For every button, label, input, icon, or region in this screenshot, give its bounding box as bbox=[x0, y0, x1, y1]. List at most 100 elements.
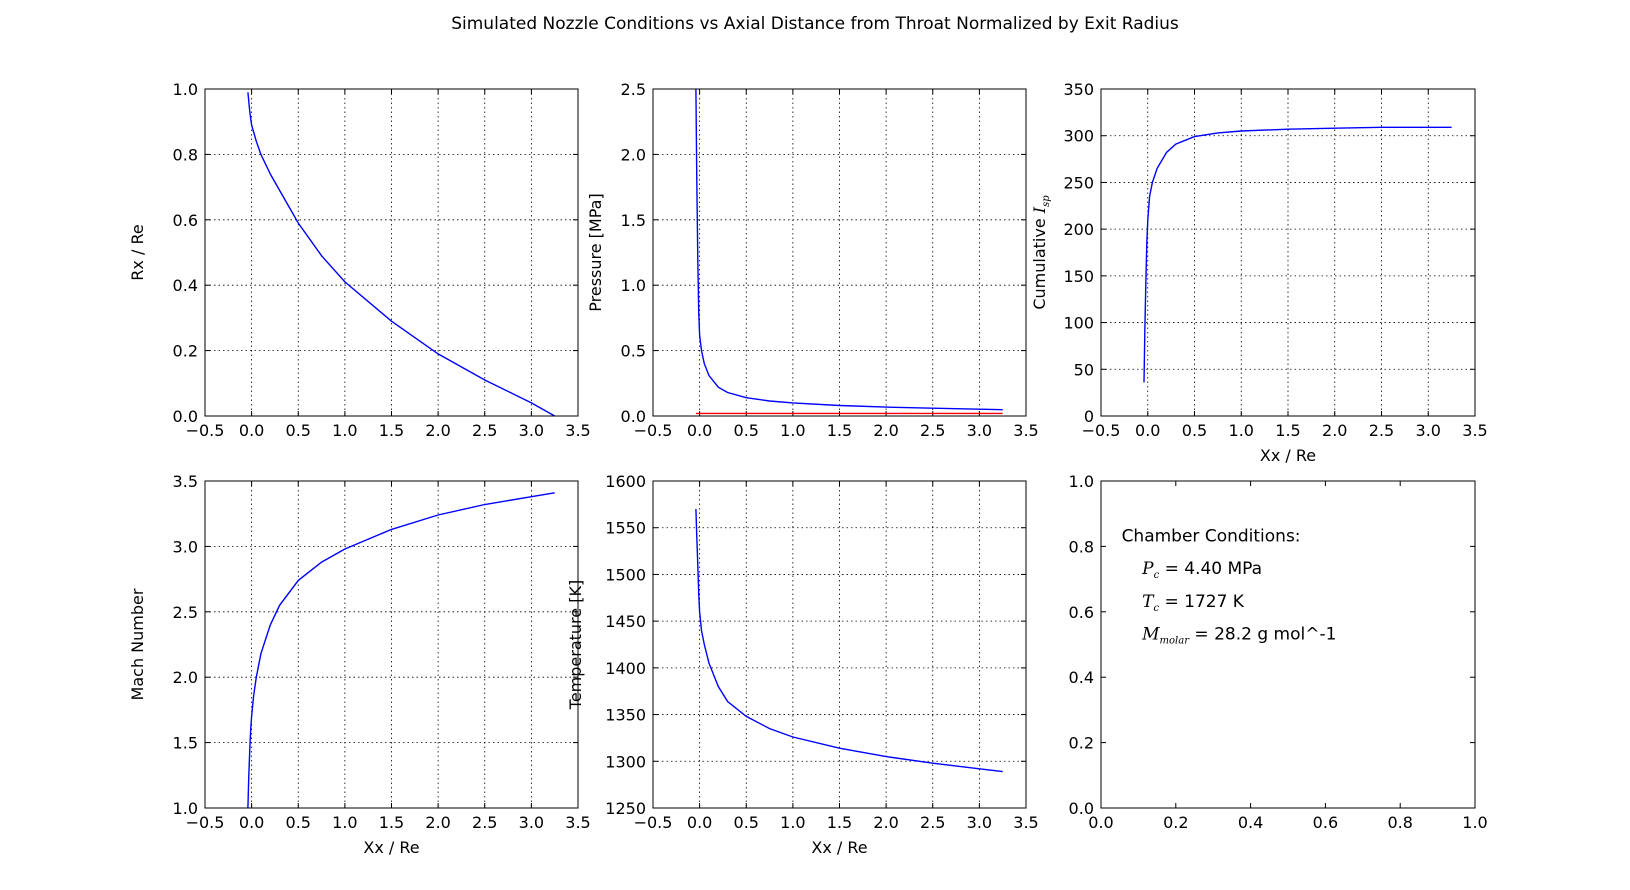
x-tick-label: 1.0 bbox=[1229, 421, 1254, 440]
y-tick-label: 3.0 bbox=[173, 537, 198, 556]
x-tick-label: 0.5 bbox=[1182, 421, 1207, 440]
y-tick-label: 1.5 bbox=[621, 211, 646, 230]
x-tick-label: 1.5 bbox=[1275, 421, 1300, 440]
y-tick-label: 0.4 bbox=[173, 276, 198, 295]
x-tick-label: −0.5 bbox=[186, 421, 225, 440]
series-line-1 bbox=[247, 92, 556, 417]
subplot-4: −0.5 0.0 0.5 1.0 1.5 2.0 2.5 3.0 3.5 1.0 1.5 2.0 2.5… bbox=[128, 472, 591, 857]
x-tick-label: 2.0 bbox=[425, 421, 450, 440]
y-tick-label: 2.5 bbox=[621, 80, 646, 99]
y-tick-label: 0.0 bbox=[173, 407, 198, 426]
y-tick-label: 100 bbox=[1063, 314, 1094, 333]
x-tick-label: 2.5 bbox=[472, 421, 497, 440]
x-tick-label: 1.0 bbox=[1462, 813, 1487, 832]
x-tick-label: 3.0 bbox=[967, 421, 992, 440]
y-tick-label: 1250 bbox=[605, 799, 646, 818]
x-tick-label: 3.5 bbox=[565, 813, 590, 832]
x-tick-label: 3.0 bbox=[967, 813, 992, 832]
x-tick-label: 2.0 bbox=[873, 421, 898, 440]
annotation-heading: Chamber Conditions: bbox=[1122, 526, 1301, 546]
m-symbol: M bbox=[1141, 625, 1160, 645]
x-tick-label: 0.5 bbox=[286, 813, 311, 832]
x-tick-label: 2.0 bbox=[873, 813, 898, 832]
x-tick-label: 1.5 bbox=[379, 813, 404, 832]
y-tick-label: 1.0 bbox=[621, 276, 646, 295]
x-tick-label: 1.0 bbox=[780, 421, 805, 440]
axes-frame bbox=[1100, 480, 1476, 809]
y-tick-label: 250 bbox=[1063, 173, 1094, 192]
figure-title: Simulated Nozzle Conditions vs Axial Dis… bbox=[451, 14, 1179, 34]
y-tick-label: 0.6 bbox=[173, 211, 198, 230]
subplot-2: −0.5 0.0 0.5 1.0 1.5 2.0 2.5 3.0 3.50.00.51.01.5… bbox=[586, 80, 1039, 440]
y-tick-label: 2.0 bbox=[173, 668, 198, 687]
x-tick-label: −0.5 bbox=[186, 813, 225, 832]
x-tick-label: 2.5 bbox=[472, 813, 497, 832]
y-tick-label: 1.5 bbox=[173, 734, 198, 753]
x-tick-label: 1.5 bbox=[379, 421, 404, 440]
x-tick-label: 2.5 bbox=[920, 421, 945, 440]
x-tick-label: 0.2 bbox=[1163, 813, 1188, 832]
y-tick-label: 1350 bbox=[605, 706, 646, 725]
series-line-1 bbox=[247, 492, 555, 809]
subplot-1: −0.5 0.0 0.5 1.0 1.5 2.0 2.5 3.0 3.50.00.20.40.6… bbox=[128, 80, 591, 440]
chamber-conditions-annotation: Chamber Conditions: Pc = 4.40 MPa Tc = 1… bbox=[1122, 526, 1337, 646]
x-axis-label: Xx / Re bbox=[1260, 446, 1316, 465]
y-axis-label: Cumulative Isp bbox=[1030, 195, 1052, 310]
y-tick-label: 0.0 bbox=[621, 407, 646, 426]
y-tick-label: 2.0 bbox=[621, 145, 646, 164]
y-tick-label: 150 bbox=[1063, 267, 1094, 286]
y-tick-label: 50 bbox=[1074, 360, 1094, 379]
y-tick-label: 1.0 bbox=[173, 80, 198, 99]
x-tick-label: −0.5 bbox=[1082, 421, 1121, 440]
x-tick-label: 1.5 bbox=[827, 421, 852, 440]
y-tick-label: 0.4 bbox=[1069, 668, 1094, 687]
y-tick-label: 0.2 bbox=[1069, 734, 1094, 753]
y-axis-label: Rx / Re bbox=[128, 224, 147, 280]
y-tick-label: 1.0 bbox=[1069, 472, 1094, 491]
series-line-1 bbox=[695, 508, 1003, 773]
annotation-chamber-pressure: Pc = 4.40 MPa bbox=[1141, 559, 1262, 581]
x-tick-label: 0.5 bbox=[286, 421, 311, 440]
series-line-1 bbox=[695, 88, 1003, 411]
x-tick-label: 3.5 bbox=[1462, 421, 1487, 440]
x-tick-label: 1.0 bbox=[332, 421, 357, 440]
x-axis-label: Xx / Re bbox=[811, 838, 867, 857]
x-tick-label: 1.5 bbox=[827, 813, 852, 832]
y-tick-label: 0.8 bbox=[173, 145, 198, 164]
x-tick-label: 1.0 bbox=[780, 813, 805, 832]
axes-frame bbox=[1100, 88, 1476, 417]
m-value: 28.2 g mol^-1 bbox=[1214, 625, 1336, 645]
y-tick-label: 3.5 bbox=[173, 472, 198, 491]
m-subscript: molar bbox=[1160, 636, 1191, 647]
y-axis-label: Pressure [MPa] bbox=[586, 193, 605, 311]
x-tick-label: 0.0 bbox=[687, 421, 712, 440]
x-tick-label: 2.5 bbox=[920, 813, 945, 832]
y-tick-label: 300 bbox=[1063, 127, 1094, 146]
y-tick-label: 1.0 bbox=[173, 799, 198, 818]
x-tick-label: 2.0 bbox=[425, 813, 450, 832]
x-tick-label: 0.4 bbox=[1238, 813, 1263, 832]
x-axis-label: Xx / Re bbox=[363, 838, 419, 857]
pc-subscript: c bbox=[1154, 570, 1160, 581]
y-tick-label: 0.2 bbox=[173, 342, 198, 361]
y-tick-label: 1300 bbox=[605, 752, 646, 771]
x-tick-label: 3.5 bbox=[565, 421, 590, 440]
y-tick-label: 1550 bbox=[605, 519, 646, 538]
y-tick-label: 0.0 bbox=[1069, 799, 1094, 818]
y-tick-label: 1400 bbox=[605, 659, 646, 678]
annotation-molar-mass: Mmolar = 28.2 g mol^-1 bbox=[1141, 625, 1336, 647]
x-tick-label: 3.0 bbox=[519, 421, 544, 440]
x-tick-label: 0.0 bbox=[239, 813, 264, 832]
series-line-1 bbox=[1143, 126, 1452, 383]
y-tick-label: 0.6 bbox=[1069, 603, 1094, 622]
x-tick-label: 3.5 bbox=[1013, 813, 1038, 832]
x-tick-label: −0.5 bbox=[634, 421, 673, 440]
y-tick-label: 2.5 bbox=[173, 603, 198, 622]
axes-frame bbox=[652, 480, 1027, 809]
y-tick-label: 1500 bbox=[605, 565, 646, 584]
pc-value: 4.40 MPa bbox=[1184, 559, 1262, 579]
x-tick-label: 0.5 bbox=[734, 813, 759, 832]
y-tick-label: 0.8 bbox=[1069, 537, 1094, 556]
x-tick-label: 2.5 bbox=[1369, 421, 1394, 440]
